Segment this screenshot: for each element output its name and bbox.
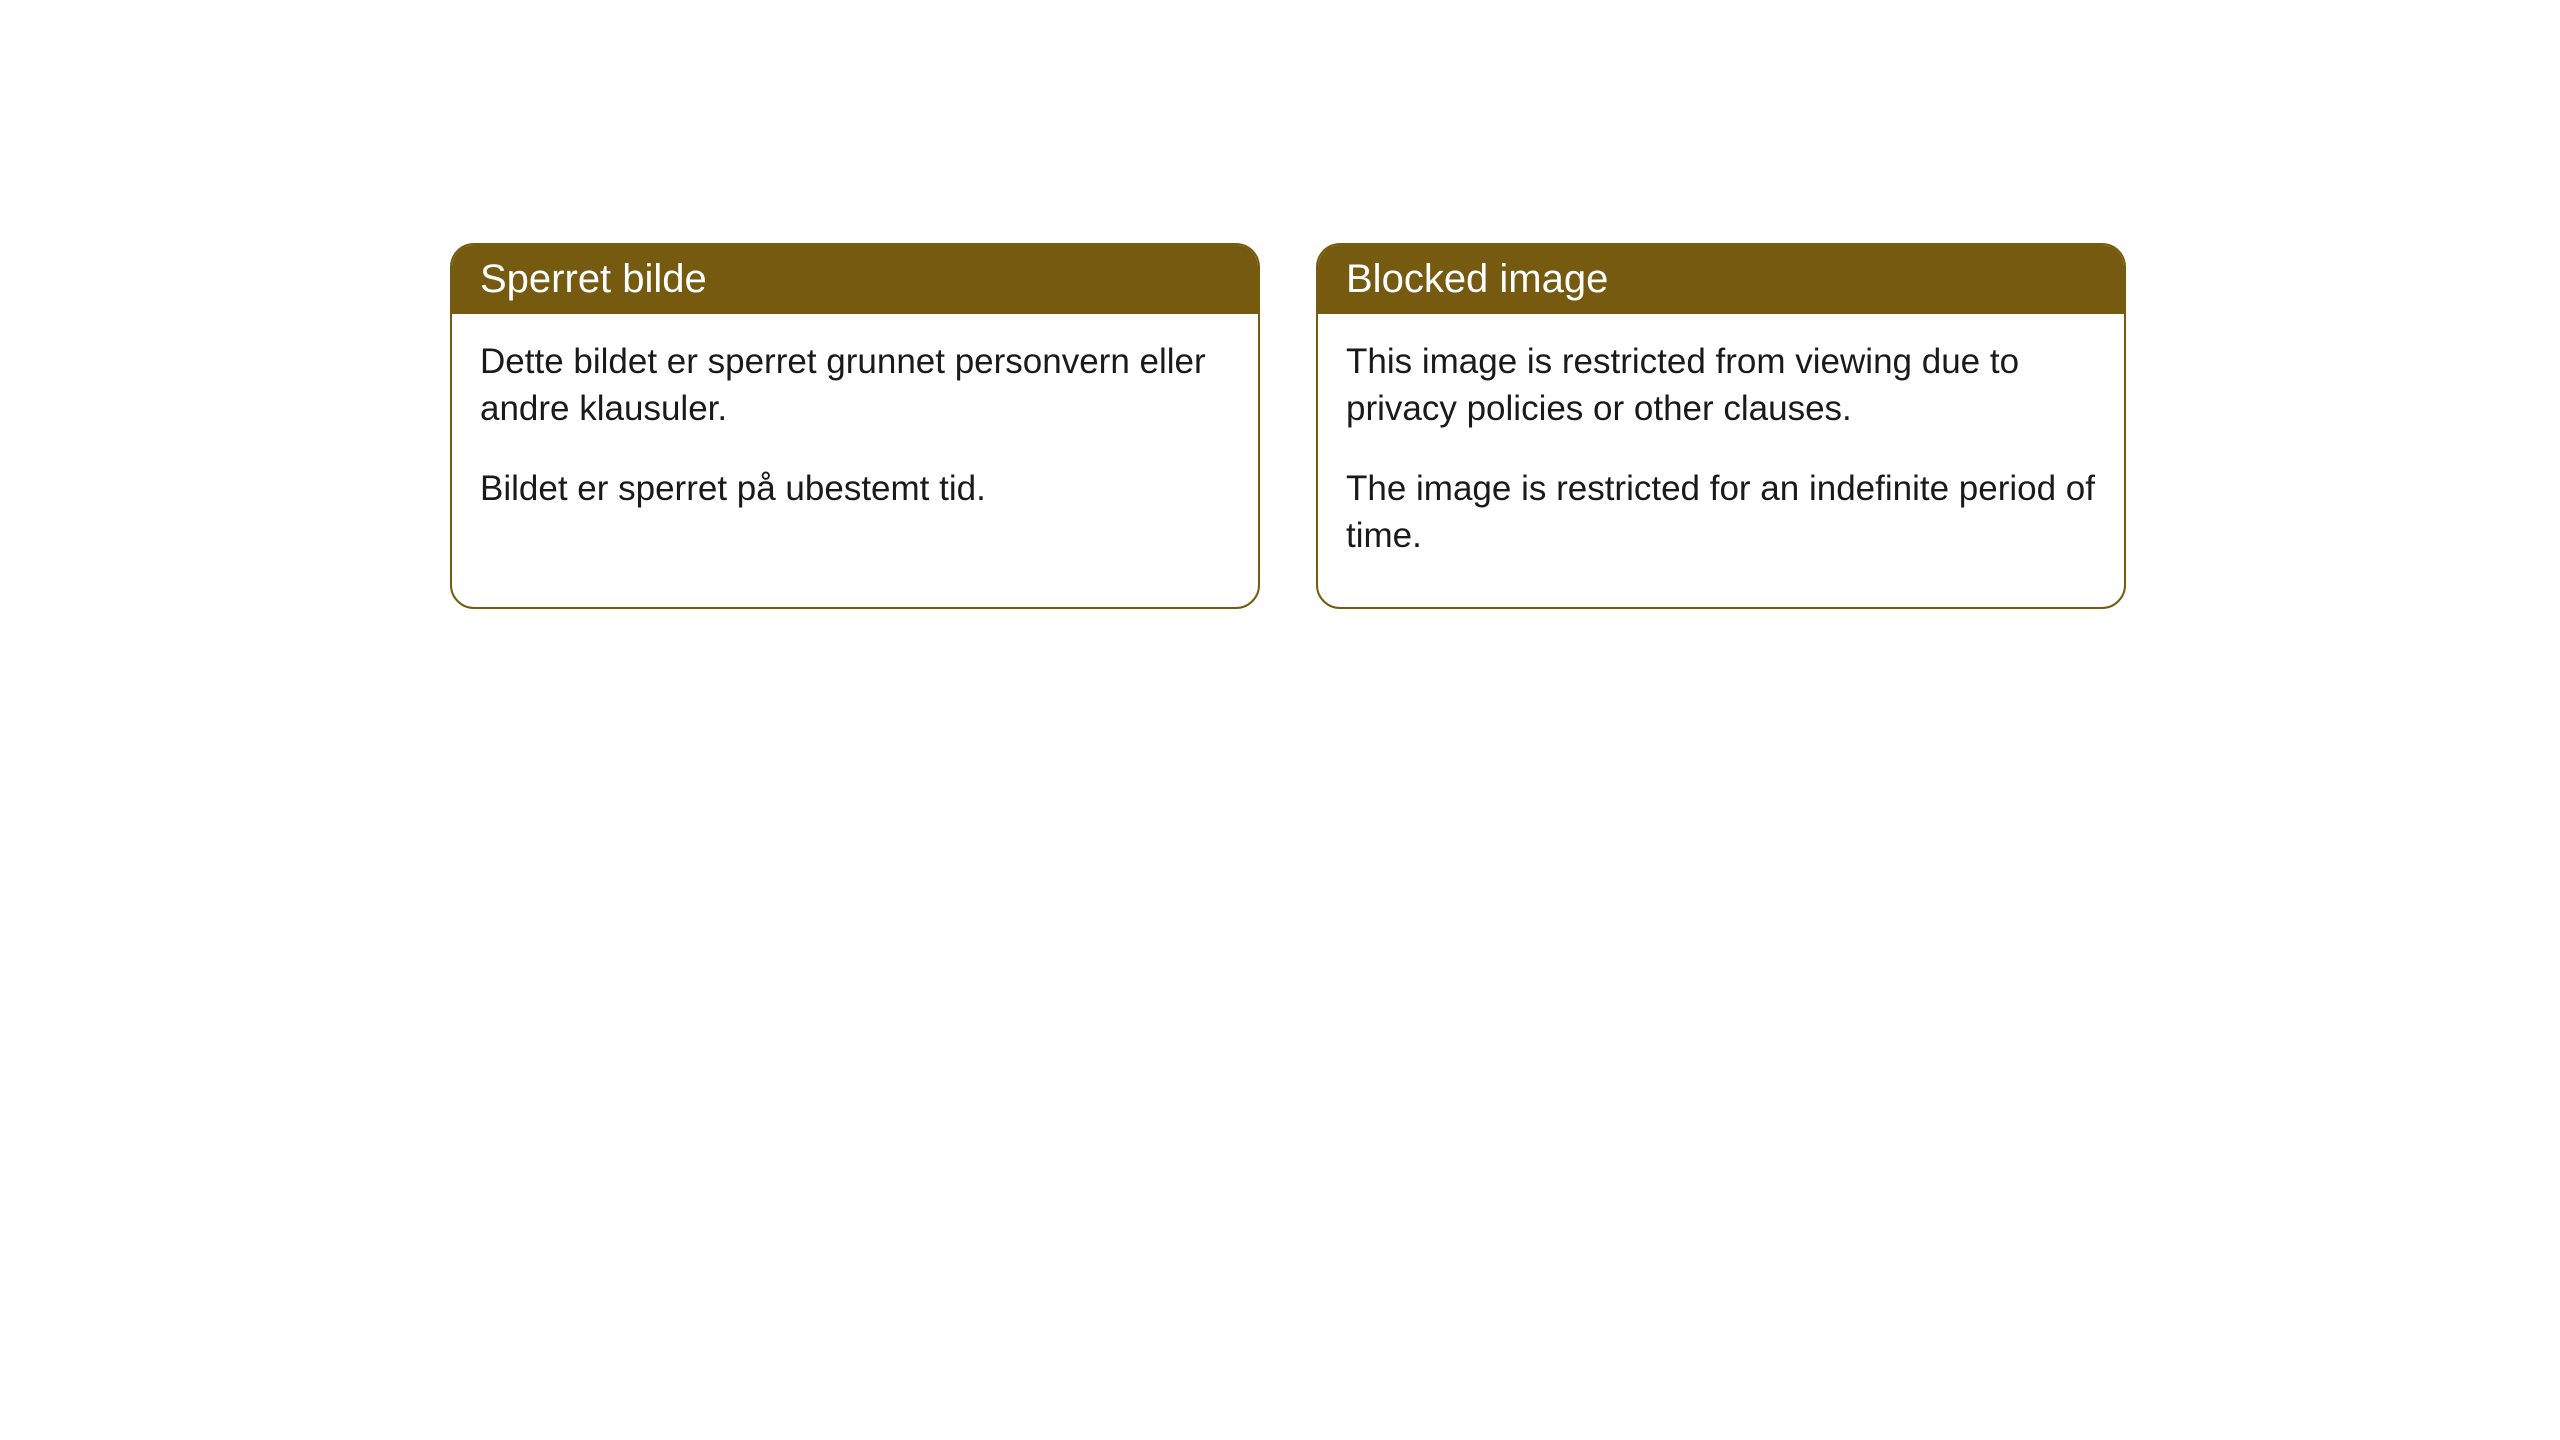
card-english: Blocked image This image is restricted f… [1316,243,2126,609]
card-norwegian: Sperret bilde Dette bildet er sperret gr… [450,243,1260,609]
card-text-norwegian-2: Bildet er sperret på ubestemt tid. [480,465,1230,512]
card-text-norwegian-1: Dette bildet er sperret grunnet personve… [480,338,1230,433]
card-text-english-1: This image is restricted from viewing du… [1346,338,2096,433]
card-body-norwegian: Dette bildet er sperret grunnet personve… [452,314,1258,560]
card-body-english: This image is restricted from viewing du… [1318,314,2124,607]
card-text-english-2: The image is restricted for an indefinit… [1346,465,2096,560]
card-header-english: Blocked image [1318,245,2124,314]
card-header-norwegian: Sperret bilde [452,245,1258,314]
cards-container: Sperret bilde Dette bildet er sperret gr… [450,243,2126,609]
